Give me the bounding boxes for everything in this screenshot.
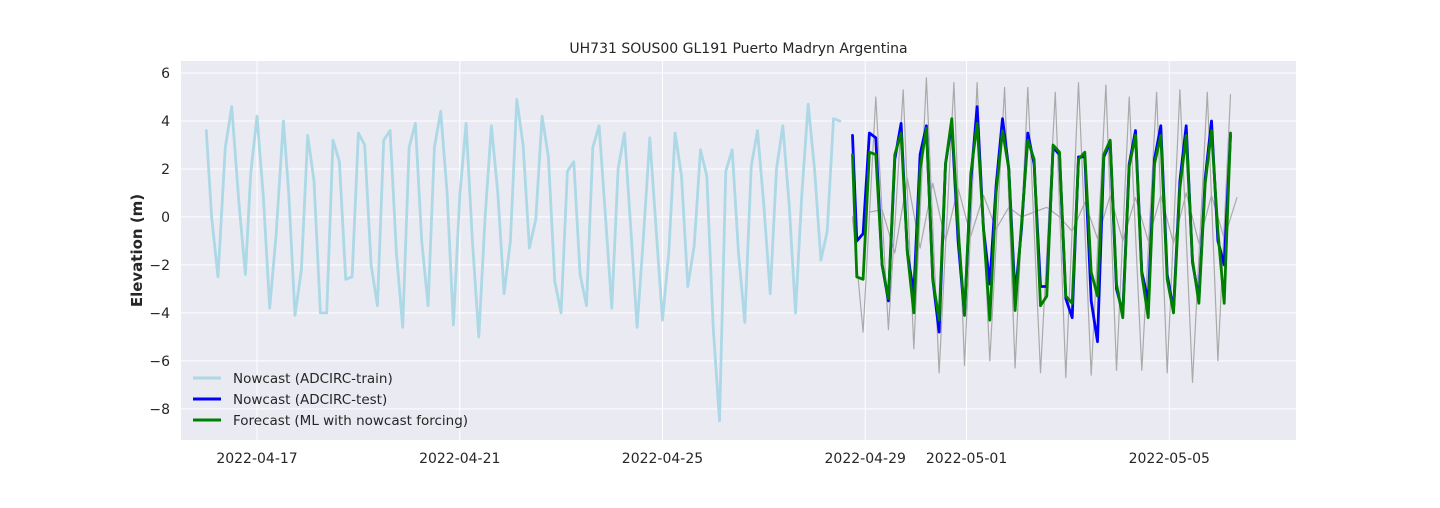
y-tick-labels: 6 4 2 0 −2 −4 −6 −8: [149, 66, 170, 418]
y-tick-label: 0: [161, 210, 170, 226]
x-tick-labels: 2022-04-17 2022-04-21 2022-04-25 2022-04-29…: [216, 451, 1210, 467]
legend-label-forecast: Forecast (ML with nowcast forcing): [233, 413, 468, 429]
chart-title: UH731 SOUS00 GL191 Puerto Madryn Argenti…: [569, 41, 907, 57]
x-tick-label: 2022-04-17: [216, 451, 297, 467]
series-line-train: [204, 98, 842, 423]
y-tick-label: 4: [161, 114, 170, 130]
y-tick-label: −2: [149, 258, 170, 274]
y-tick-label: 2: [161, 162, 170, 178]
series-line-forecast: [851, 117, 1232, 322]
y-tick-label: 6: [161, 66, 170, 82]
y-axis-label: Elevation (m): [128, 194, 146, 307]
series-line-observed: [851, 77, 1232, 383]
x-tick-label: 2022-04-25: [622, 451, 703, 467]
legend-label-test: Nowcast (ADCIRC-test): [233, 392, 387, 408]
y-tick-label: −8: [149, 402, 170, 418]
x-tick-label: 2022-05-05: [1129, 451, 1210, 467]
y-tick-label: −6: [149, 354, 170, 370]
x-tick-label: 2022-04-21: [419, 451, 500, 467]
series-lines: [204, 77, 1238, 423]
x-tick-label: 2022-05-01: [926, 451, 1007, 467]
y-tick-label: −4: [149, 306, 170, 322]
legend: Nowcast (ADCIRC-train) Nowcast (ADCIRC-te…: [193, 371, 468, 429]
series-line-observed: [868, 177, 1238, 254]
x-tick-label: 2022-04-29: [825, 451, 906, 467]
legend-label-train: Nowcast (ADCIRC-train): [233, 371, 393, 387]
